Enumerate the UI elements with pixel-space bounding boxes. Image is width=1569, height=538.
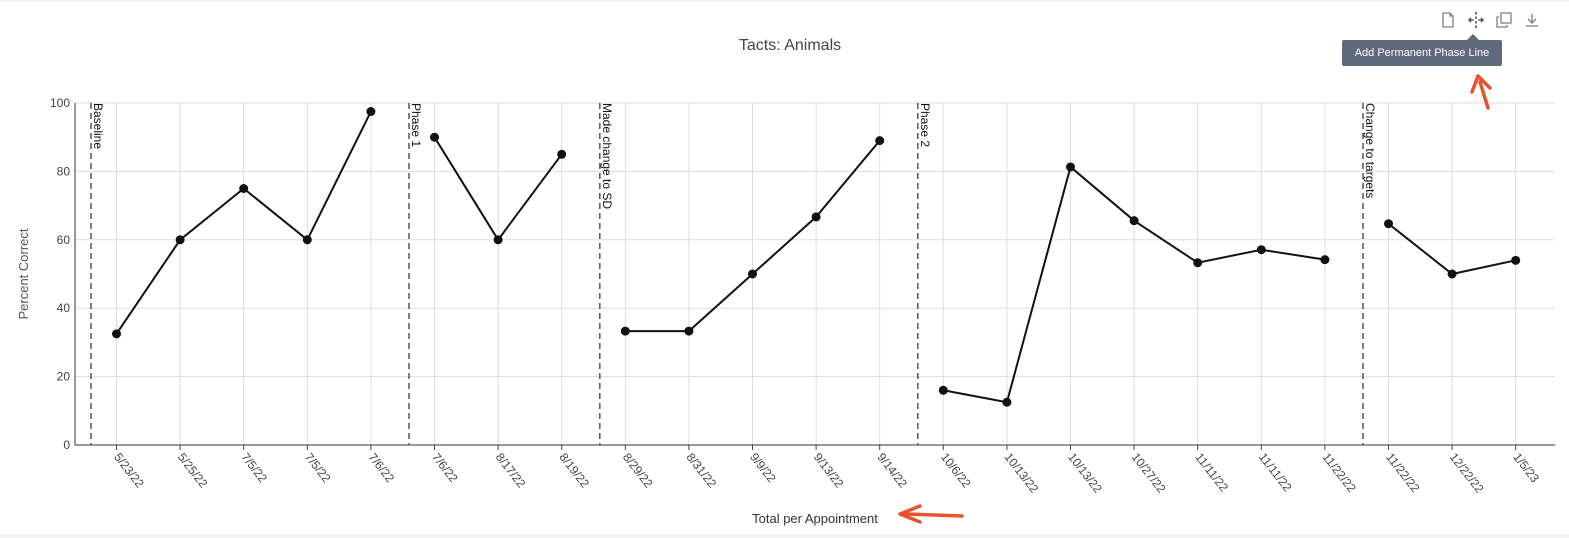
data-point[interactable] [430, 132, 439, 142]
y-tick-label: 20 [57, 370, 71, 384]
data-point[interactable] [1066, 162, 1075, 172]
x-tick-label: 7/6/22 [366, 450, 398, 485]
y-tick-label: 0 [63, 438, 70, 452]
chart-title: Tacts: Animals [739, 37, 841, 54]
data-point[interactable] [302, 235, 312, 245]
data-point[interactable] [1320, 255, 1330, 265]
y-tick-label: 100 [50, 96, 70, 110]
data-point[interactable] [1447, 269, 1457, 279]
data-point[interactable] [1511, 255, 1521, 265]
x-tick-label: 10/13/22 [1065, 450, 1105, 496]
phase-label: Change to targets [1363, 103, 1377, 198]
phase-label: Phase 2 [918, 103, 932, 147]
x-tick-label: 9/9/22 [747, 450, 779, 485]
y-tick-label: 40 [57, 301, 71, 315]
x-tick-label: 9/14/22 [874, 450, 910, 490]
grid [75, 102, 1555, 445]
x-tick-label: 11/11/22 [1192, 450, 1231, 494]
data-point[interactable] [112, 329, 121, 339]
data-point[interactable] [1193, 258, 1203, 268]
data-point[interactable] [239, 184, 249, 193]
x-tick-label: 11/22/22 [1383, 450, 1422, 495]
modebar-tooltip: Add Permanent Phase Line [1342, 40, 1502, 66]
x-tick-label: 7/6/22 [429, 450, 461, 485]
phase-label: Made change to SD [600, 103, 614, 209]
data-point[interactable] [557, 149, 567, 159]
x-tick-label: 8/17/22 [493, 450, 529, 490]
x-tick-label: 10/13/22 [1002, 450, 1042, 496]
annotation-arrowhead-modebar [1470, 74, 1492, 94]
x-tick-label: 8/19/22 [556, 450, 592, 490]
data-point[interactable] [1129, 216, 1139, 226]
data-point[interactable] [938, 385, 948, 395]
modebar [1438, 10, 1542, 30]
copy-icon[interactable] [1494, 10, 1514, 30]
x-tick-label: 5/23/22 [111, 450, 147, 490]
data-point[interactable] [684, 326, 694, 336]
x-tick-label: 10/27/22 [1129, 450, 1169, 496]
annotation-arrow-xlabel [904, 512, 964, 518]
data-point[interactable] [366, 107, 376, 117]
x-tick-label: 11/11/22 [1256, 450, 1295, 494]
data-point[interactable] [1002, 397, 1012, 407]
x-tick-label: 7/5/22 [302, 450, 334, 485]
x-tick-label: 7/5/22 [238, 450, 270, 485]
annotation-arrow-modebar [1478, 80, 1490, 110]
data-point[interactable] [620, 326, 630, 336]
tick-labels: 0 20 40 60 80 100 5/23/22 5/25/22 7/5/22 7/5/22 7/… [50, 96, 1542, 496]
y-tick-label: 80 [57, 164, 71, 178]
data-point[interactable] [811, 212, 821, 222]
x-tick-label: 8/31/22 [684, 450, 720, 490]
phase-label: Baseline [91, 103, 105, 149]
x-tick-label: 10/6/22 [938, 450, 974, 490]
data-point[interactable] [1384, 219, 1393, 229]
add-phase-line-icon[interactable] [1466, 10, 1486, 30]
y-tick-label: 60 [57, 233, 71, 247]
phase-lines: Baseline Phase 1 Made change to SD Phase 2 C… [90, 103, 1377, 445]
data-point[interactable] [493, 235, 503, 245]
x-tick-label: 8/29/22 [620, 450, 656, 490]
x-tick-label: 11/22/22 [1320, 450, 1359, 495]
phase-label: Phase 1 [409, 103, 423, 147]
x-axis-label: Total per Appointment [752, 511, 878, 526]
tooltip-caret [1467, 34, 1479, 40]
series [112, 107, 1521, 407]
annotation-arrows [898, 74, 1492, 524]
x-tick-label: 12/22/22 [1447, 450, 1487, 496]
x-tick-label: 1/5/23 [1510, 450, 1542, 485]
x-tick-label: 5/25/22 [175, 450, 211, 490]
data-point[interactable] [748, 269, 757, 279]
download-data-icon[interactable] [1438, 10, 1458, 30]
data-point[interactable] [175, 235, 185, 245]
y-axis-label: Percent Correct [16, 228, 31, 319]
axes [74, 103, 1555, 450]
download-icon[interactable] [1522, 10, 1542, 30]
data-point[interactable] [1256, 245, 1266, 255]
data-point[interactable] [875, 136, 885, 146]
annotation-arrowhead-xlabel [898, 504, 922, 524]
x-tick-label: 9/13/22 [811, 450, 847, 490]
